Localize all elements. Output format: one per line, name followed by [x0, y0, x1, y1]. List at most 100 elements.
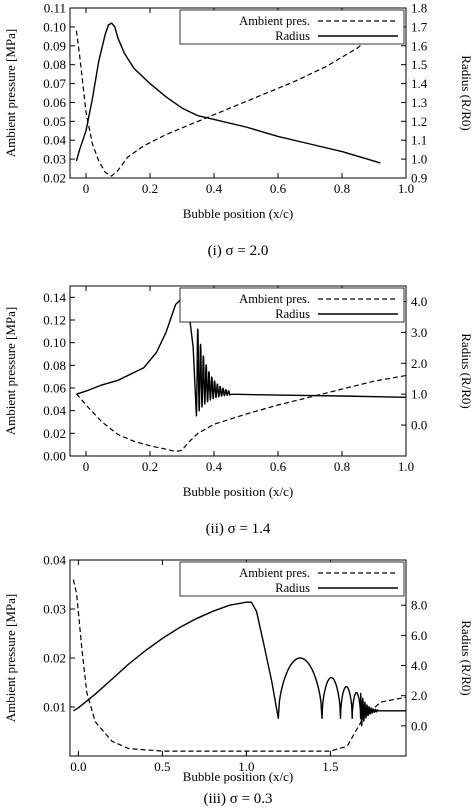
legend-box [179, 287, 405, 323]
legend-label-ambient: Ambient pres. [239, 14, 310, 28]
y-right-tick-label: 4.0 [411, 658, 427, 673]
right-tick-group: 0.9 1.0 1.1 1.2 1.3 1.4 1.5 1.6 1.7 1.8 [401, 1, 428, 186]
y-left-tick-label: 0.12 [43, 313, 66, 328]
plot-frame [69, 285, 407, 457]
y-left-tick-label: 0.03 [43, 152, 66, 167]
plot-frame [69, 7, 407, 179]
x-tick-label: 0 [83, 459, 90, 474]
y-left-tick-label: 0.04 [43, 553, 66, 568]
y-right-tick-label: 6.0 [411, 628, 427, 643]
y-left-tick-label: 0.10 [43, 19, 66, 34]
y-right-tick-label: 1.7 [411, 19, 428, 34]
x-axis-label: Bubble position (x/c) [183, 769, 294, 784]
y-right-tick-label: 1.5 [411, 57, 427, 72]
legend-label-ambient: Ambient pres. [239, 566, 310, 580]
y-right-tick-label: 1.2 [411, 114, 427, 129]
y-left-tick-label: 0.06 [43, 381, 66, 396]
y-right-tick-label: 2.0 [411, 688, 427, 703]
y-right-tick-label: 1.4 [411, 76, 428, 91]
series-lines [75, 22, 381, 177]
y-left-tick-label: 0.07 [43, 76, 66, 91]
y-right-tick-label: 0.0 [411, 418, 427, 433]
x-tick-label: 0.2 [142, 459, 158, 474]
y-right-tick-label: 1.8 [411, 1, 427, 16]
chart-panel-1: 0 0.2 0.4 0.6 0.8 1.0 0.02 0.03 0.04 0.05 0.06 0.0… [3, 1, 474, 260]
y-left-tick-label: 0.14 [43, 290, 66, 305]
y-right-tick-label: 8.0 [411, 598, 427, 613]
right-tick-group: 0.0 2.0 4.0 6.0 8.0 [401, 598, 427, 733]
x-tick-label: 0.2 [142, 181, 158, 196]
y-left-tick-label: 0.06 [43, 95, 66, 110]
series-lines [72, 579, 406, 752]
y-right-tick-label: 1.0 [411, 387, 427, 402]
y-left-tick-label: 0.09 [43, 38, 66, 53]
legend: Ambient pres. Radius [179, 9, 405, 45]
y-right-tick-label: 0.0 [411, 718, 427, 733]
radius-line [76, 297, 406, 417]
x-tick-label: 0.6 [270, 459, 287, 474]
legend: Ambient pres. Radius [179, 287, 405, 323]
chart-panel-2: 0 0.2 0.4 0.6 0.8 1.0 0.00 0.02 0.04 0.06 0.08 0.1… [3, 285, 474, 537]
y-left-tick-label: 0.02 [43, 651, 66, 666]
left-tick-group: 0.01 0.02 0.03 0.04 [43, 553, 75, 715]
x-tick-label: 0.8 [334, 459, 350, 474]
y-left-tick-label: 0.05 [43, 114, 66, 129]
series-lines [75, 297, 406, 453]
right-tick-group: 0.0 1.0 2.0 3.0 4.0 [401, 294, 427, 433]
left-tick-group: 0.02 0.03 0.04 0.05 0.06 0.07 0.08 0.09 0.10 0.11 [43, 1, 75, 186]
y-left-tick-label: 0.00 [43, 449, 66, 464]
y-right-tick-label: 1.1 [411, 133, 427, 148]
y-axis-label-right: Radius (R/R0) [459, 333, 474, 408]
x-tick-group: 0.0 0.5 1.0 1.5 [70, 560, 339, 774]
y-right-tick-label: 4.0 [411, 294, 427, 309]
y-left-tick-label: 0.04 [43, 403, 66, 418]
y-right-tick-label: 2.0 [411, 356, 427, 371]
panel-caption: (i) σ = 2.0 [208, 243, 269, 259]
legend: Ambient pres. Radius [179, 561, 405, 597]
x-tick-label: 0.5 [154, 759, 170, 774]
y-left-tick-label: 0.01 [43, 700, 66, 715]
y-left-tick-label: 0.08 [43, 57, 66, 72]
x-tick-label: 0.6 [270, 181, 287, 196]
y-left-tick-label: 0.04 [43, 133, 66, 148]
x-tick-label: 1.0 [238, 759, 254, 774]
y-right-tick-label: 1.6 [411, 38, 428, 53]
x-axis-label: Bubble position (x/c) [183, 484, 294, 499]
x-axis-label: Bubble position (x/c) [183, 206, 294, 221]
x-tick-label: 0.4 [206, 181, 223, 196]
y-axis-label-right: Radius (R/R0) [459, 55, 474, 130]
y-left-tick-label: 0.03 [43, 602, 66, 617]
x-tick-label: 0.0 [70, 759, 86, 774]
x-tick-group: 0 0.2 0.4 0.6 0.8 1.0 [83, 286, 414, 474]
legend-box [179, 561, 405, 597]
y-right-tick-label: 3.0 [411, 325, 427, 340]
x-tick-label: 0.4 [206, 459, 223, 474]
legend-label-radius: Radius [275, 581, 310, 595]
x-tick-label: 1.0 [398, 459, 414, 474]
y-right-tick-label: 0.9 [411, 171, 427, 186]
y-left-tick-label: 0.08 [43, 358, 66, 373]
chart-panel-3: 0.0 0.5 1.0 1.5 0.01 0.02 0.03 0.04 0.0 2.0 4.0 6… [3, 553, 474, 808]
y-left-tick-label: 0.02 [43, 171, 66, 186]
y-axis-label-left: Ambient pressure [MPa] [3, 29, 18, 158]
y-left-tick-label: 0.10 [43, 335, 66, 350]
y-left-tick-label: 0.02 [43, 426, 66, 441]
y-axis-label-right: Radius (R/R0) [459, 620, 474, 695]
legend-label-radius: Radius [275, 307, 310, 321]
radius-line [75, 22, 381, 164]
y-axis-label-left: Ambient pressure [MPa] [3, 594, 18, 723]
panel-caption: (iii) σ = 0.3 [203, 791, 272, 807]
legend-label-radius: Radius [275, 29, 310, 43]
legend-label-ambient: Ambient pres. [239, 292, 310, 306]
y-axis-label-left: Ambient pressure [MPa] [3, 307, 18, 436]
ambient-pressure-line [75, 374, 406, 453]
x-tick-label: 0.8 [334, 181, 350, 196]
x-tick-label: 1.0 [398, 181, 414, 196]
legend-box [179, 9, 405, 45]
ambient-pressure-line [72, 579, 406, 752]
x-tick-label: 0 [83, 181, 90, 196]
radius-line [73, 601, 406, 727]
y-right-tick-label: 1.0 [411, 152, 427, 167]
panel-caption: (ii) σ = 1.4 [206, 521, 271, 537]
